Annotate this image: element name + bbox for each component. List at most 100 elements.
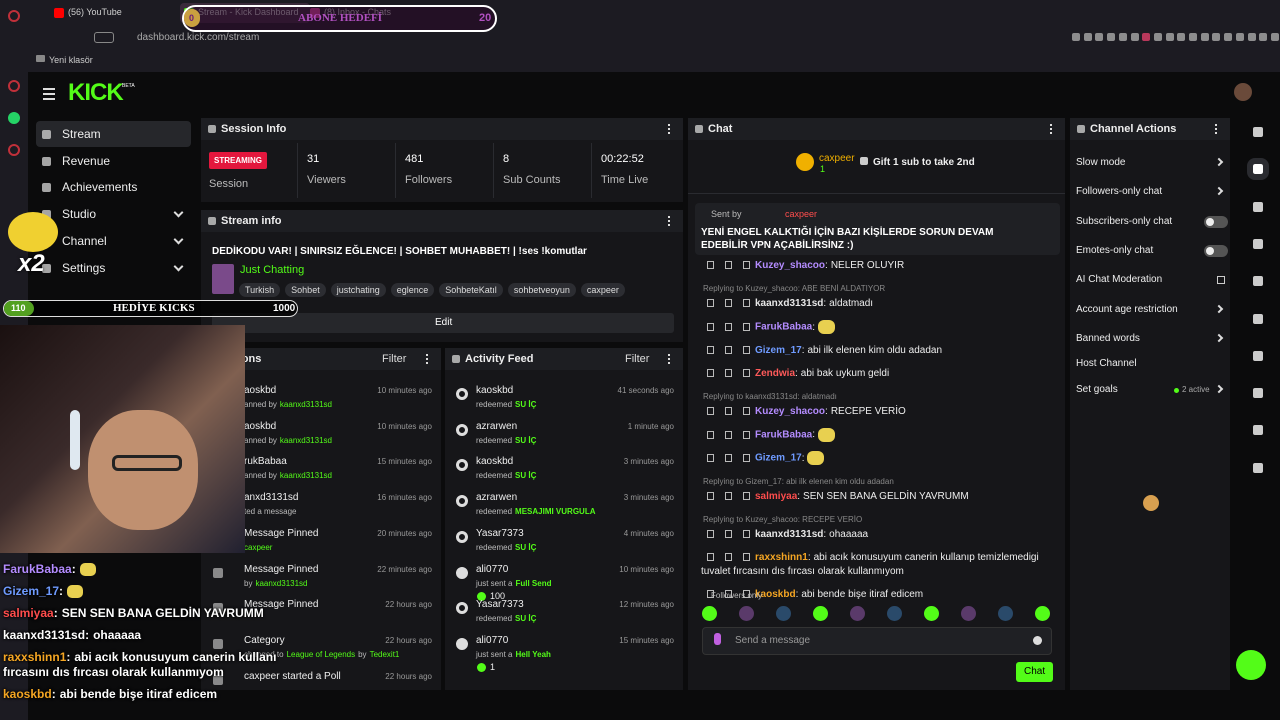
action-label[interactable]: Emotes-only chat (1076, 245, 1154, 256)
reply: Replying to Gizem_17: abi ilk elenen kim… (703, 476, 894, 486)
chat-placeholder[interactable]: Send a message (735, 635, 811, 646)
chat-message: kaoskbd: abi bende bişe itiraf edicem (701, 588, 1056, 602)
sidebar-item[interactable]: Achievements (62, 180, 138, 194)
chat-text: abi acık konusuyum canerin kullanıp temi… (701, 551, 1039, 577)
pinned-user: caxpeer (785, 209, 818, 219)
action-time: 22 minutes ago (377, 564, 432, 574)
mod-icon (743, 299, 750, 308)
chat-user: salmiyaa (755, 490, 798, 502)
gifter-badge (796, 153, 814, 171)
menu-dots (668, 216, 670, 218)
action-detail: ted a message (244, 507, 299, 516)
menu-icon (43, 93, 55, 95)
rail-icon (1253, 313, 1263, 324)
side-icon (8, 80, 20, 92)
menu-dots (1215, 132, 1217, 134)
action-label[interactable]: Set goals (1076, 384, 1118, 395)
followers-only: Followers only (711, 591, 763, 600)
feed-user: ali0770 (476, 634, 509, 646)
stat-divider (395, 143, 396, 198)
mod-icon (725, 430, 732, 439)
mod-icon (725, 369, 732, 377)
filter[interactable]: Filter (382, 353, 407, 365)
kicks-title: HEDİYE KICKS (113, 302, 195, 314)
toolbar-icon (1177, 33, 1186, 41)
status-label: Session (209, 178, 249, 190)
avatar-row (813, 606, 828, 621)
url[interactable]: dashboard.kick.com/stream (137, 32, 260, 43)
action-time: 22 hours ago (385, 600, 432, 610)
message-line: Gizem_17: (701, 451, 1056, 466)
chat-message: Gizem_17: abi ilk elenen kim oldu adadan (701, 344, 1056, 358)
chat-message: FarukBabaa: (701, 320, 1056, 335)
action-label[interactable]: Account age restriction (1076, 304, 1178, 315)
feed-action: just sent a (476, 649, 513, 659)
tab-title[interactable]: (56) YouTube (68, 7, 122, 17)
menu-dots (1050, 124, 1052, 126)
chat-text: NELER OLUYIR (830, 260, 905, 271)
kicks-target: 1000 (273, 303, 296, 314)
toolbar-icon (1107, 33, 1116, 41)
feed-detail: redeemed SU İÇ (476, 436, 536, 445)
feed-time: 3 minutes ago (623, 493, 674, 503)
overlay-message: raxxshinn1: abi acık konusuyum canerin ku… (3, 650, 283, 680)
panel-header (201, 348, 441, 370)
separator: : (807, 551, 811, 563)
vpn-badge (94, 32, 114, 43)
bookmark[interactable]: Yeni klasör (49, 55, 93, 65)
chat-message: Kuzey_shacoo: NELER OLUYIR (701, 259, 1056, 273)
action-detail: by kaanxd3131sd (244, 579, 308, 588)
overlay-user: raxxshinn1 (3, 650, 67, 664)
pinned-label: Sent by (711, 209, 742, 219)
kicks-bar (3, 300, 298, 317)
mod-icon (707, 530, 714, 539)
panel-icon (695, 125, 703, 133)
menu-dots (426, 354, 428, 356)
floating-emote (1143, 495, 1159, 511)
message-line: Kuzey_shacoo: RECEPE VERİO (701, 405, 1056, 419)
feed-user: Yasar7373 (476, 599, 524, 611)
feed-reward: MESAJIMI VURGULA (515, 507, 596, 517)
menu-dots (426, 358, 428, 360)
action-label[interactable]: AI Chat Moderation (1076, 274, 1163, 285)
tag: eglence (390, 283, 435, 297)
sidebar-item[interactable]: Revenue (62, 154, 111, 168)
mod-icon (743, 430, 750, 439)
sidebar-item[interactable]: Studio (62, 207, 97, 221)
separator: : (825, 405, 828, 417)
app-header (28, 72, 1280, 112)
action-icon (213, 567, 223, 578)
separator: : (71, 562, 76, 576)
action-label[interactable]: Subscribers-only chat (1076, 216, 1173, 227)
sidebar-item[interactable]: Stream (62, 127, 101, 141)
action-label[interactable]: Host Channel (1076, 358, 1137, 369)
chat-user: kaanxd3131sd (755, 298, 824, 309)
filter[interactable]: Filter (625, 353, 650, 365)
separator: : (825, 260, 828, 271)
status-badge (209, 152, 267, 169)
feed-icon (456, 459, 468, 472)
edit-label[interactable]: Edit (435, 317, 453, 328)
sidebar-item[interactable]: Settings (62, 261, 106, 275)
message-line: kaanxd3131sd: ohaaaaa (701, 528, 1056, 542)
toolbar-icon (1083, 33, 1092, 41)
menu-icon (43, 88, 55, 90)
action-label[interactable]: Banned words (1076, 333, 1140, 344)
avatar-row (776, 606, 791, 621)
panel-icon (208, 125, 216, 133)
feed-reward: SU İÇ (515, 542, 537, 552)
mod-icon (725, 407, 732, 415)
rail-icon (1253, 276, 1263, 287)
panel-icon (1077, 125, 1085, 133)
sidebar-item[interactable]: Channel (62, 234, 107, 248)
send-button (1016, 662, 1053, 682)
feed-action: redeemed (476, 471, 513, 481)
send-label[interactable]: Chat (1024, 666, 1046, 677)
action-label[interactable]: Slow mode (1076, 157, 1126, 168)
overlay-user: salmiyaa (3, 606, 54, 620)
menu-dots (1215, 124, 1217, 126)
toolbar-icon (1153, 33, 1162, 41)
panel-icon (208, 217, 216, 225)
kicks-current: 110 (11, 303, 26, 313)
action-label[interactable]: Followers-only chat (1076, 186, 1163, 197)
